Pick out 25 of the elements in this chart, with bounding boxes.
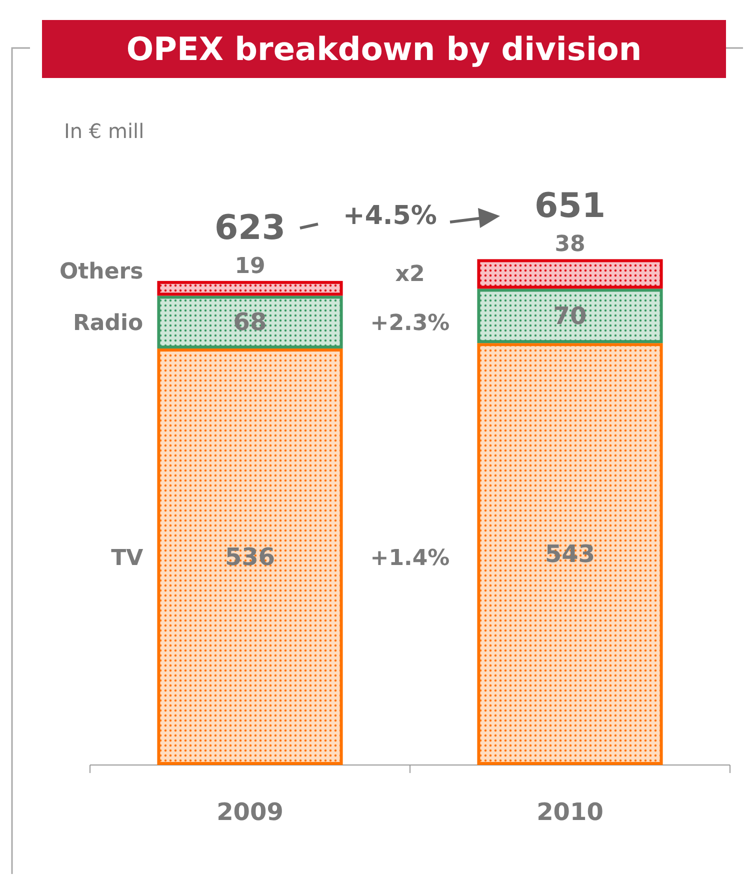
total-label: 651 [534,186,606,226]
data-label: 19 [234,254,266,279]
chart-title: OPEX breakdown by division [126,30,642,68]
series-label: TV [111,546,144,571]
annotation: +1.4% [370,546,450,571]
total-label: 623 [214,208,286,248]
series-label: Radio [72,311,144,336]
x-tick-label: 2010 [536,798,604,826]
bar [157,280,343,296]
text: +4.5% [343,201,437,232]
series-label: Others [59,259,144,284]
text: In € mill [64,119,144,143]
data-label: 68 [233,308,267,336]
bar [157,296,343,349]
bar [477,343,663,765]
annotation: +2.3% [370,311,450,336]
data-label: 70 [553,302,587,330]
data-label: 543 [544,540,596,568]
x-tick-label: 2009 [216,798,284,826]
bar [477,259,663,289]
data-label: 536 [224,542,276,571]
annotation: x2 [395,262,425,287]
bar [157,348,343,765]
data-label: 38 [554,232,586,258]
bar [477,288,663,344]
